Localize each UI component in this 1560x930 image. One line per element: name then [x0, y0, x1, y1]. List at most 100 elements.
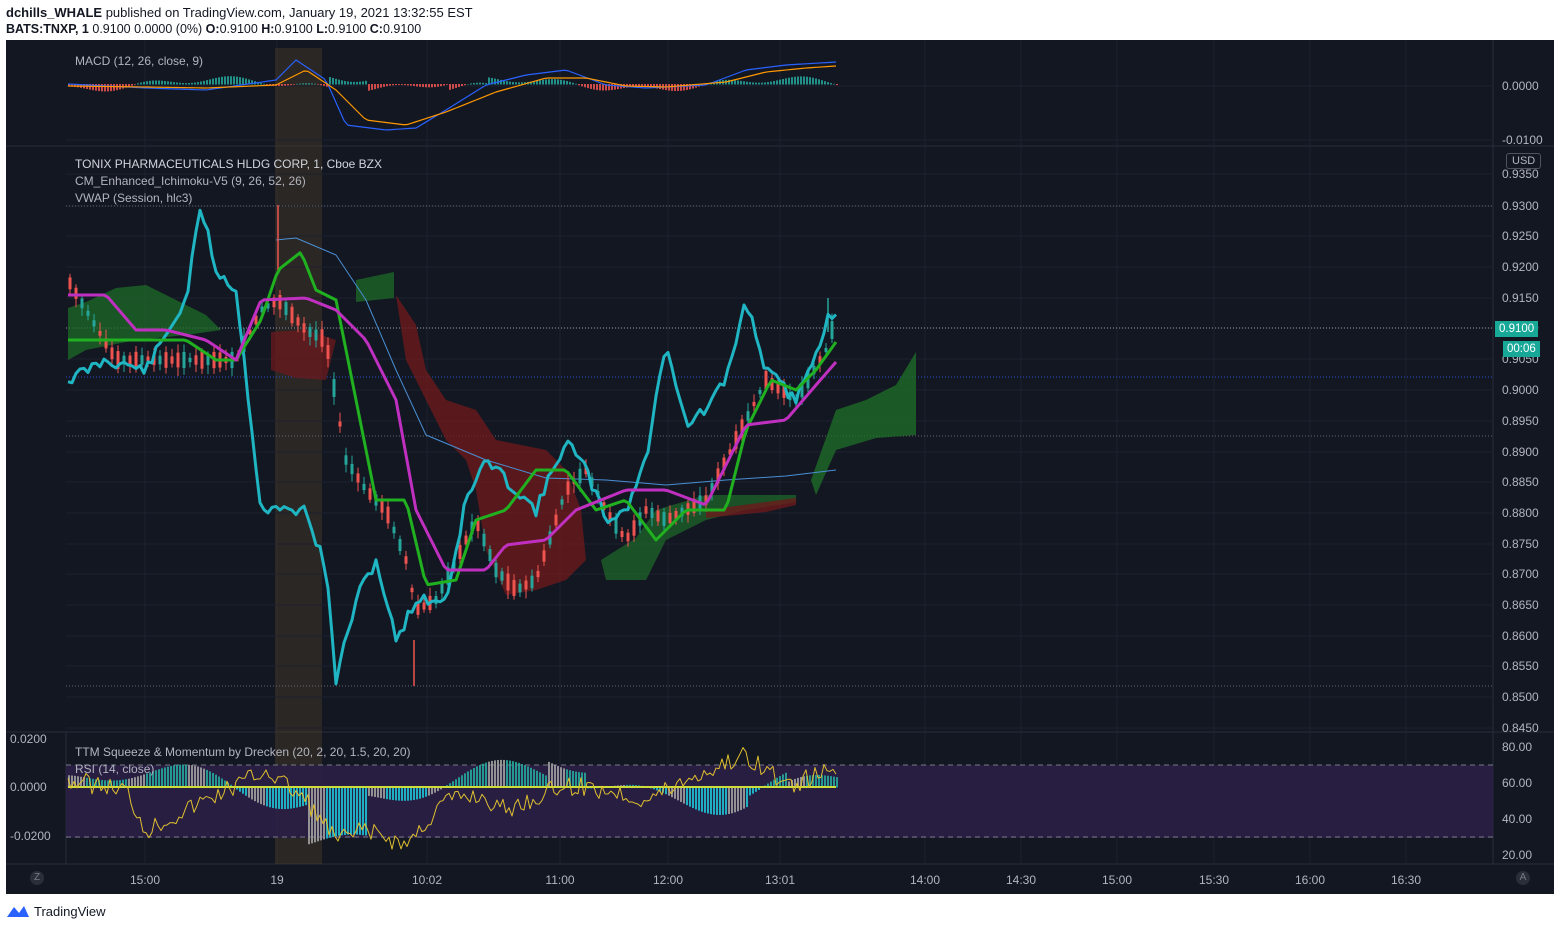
- squeeze-histogram-bar: [440, 787, 442, 790]
- macd-histogram-bar: [260, 82, 262, 85]
- squeeze-histogram-bar: [518, 762, 520, 788]
- squeeze-histogram-bar: [404, 787, 406, 801]
- macd-histogram-bar: [206, 80, 208, 85]
- ichimoku-legend[interactable]: CM_Enhanced_Ichimoku-V5 (9, 26, 52, 26): [75, 174, 306, 188]
- price-axis-label: 0.8600: [1502, 629, 1539, 643]
- ttm-squeeze-legend[interactable]: TTM Squeeze & Momentum by Drecken (20, 2…: [75, 745, 411, 759]
- macd-histogram-bar: [422, 84, 424, 88]
- macd-histogram-bar: [368, 84, 370, 91]
- squeeze-histogram-bar: [104, 780, 106, 788]
- macd-histogram-bar: [800, 76, 802, 85]
- squeeze-histogram-bar: [203, 768, 205, 788]
- macd-histogram-bar: [287, 84, 289, 86]
- macd-histogram-bar: [155, 80, 157, 85]
- time-label: 10:02: [412, 873, 442, 887]
- rsi-legend[interactable]: RSI (14, close): [75, 762, 155, 776]
- squeeze-histogram-bar: [245, 787, 247, 796]
- macd-histogram-bar: [293, 84, 295, 85]
- squeeze-histogram-bar: [323, 787, 325, 840]
- squeeze-histogram-bar: [452, 781, 454, 788]
- macd-histogram-bar: [158, 80, 160, 85]
- price-axis-label: 0.9300: [1502, 199, 1539, 213]
- time-label: 15:00: [130, 873, 160, 887]
- auto-scale-button[interactable]: A: [1516, 871, 1530, 885]
- cloud-red-2: [396, 295, 586, 595]
- macd-histogram-bar: [290, 84, 292, 86]
- author-name[interactable]: dchills_WHALE: [6, 5, 103, 20]
- squeeze-histogram-bar: [95, 779, 97, 788]
- time-label: 16:00: [1295, 873, 1325, 887]
- rsi-axis-label: 60.00: [1502, 776, 1532, 790]
- low-label: L:: [316, 22, 329, 36]
- squeeze-histogram-bar: [377, 787, 379, 798]
- macd-histogram-bar: [431, 84, 433, 88]
- macd-histogram-bar: [815, 78, 817, 85]
- squeeze-histogram-bar: [824, 775, 826, 788]
- squeeze-histogram-bar: [497, 760, 499, 788]
- time-label: 14:00: [910, 873, 940, 887]
- macd-histogram-bar: [506, 81, 508, 85]
- squeeze-histogram-bar: [554, 764, 556, 788]
- macd-histogram-bar: [821, 80, 823, 85]
- macd-histogram-bar: [557, 79, 559, 85]
- macd-histogram-bar: [95, 84, 97, 91]
- squeeze-histogram-bar: [719, 787, 721, 815]
- squeeze-histogram-bar: [395, 787, 397, 801]
- macd-histogram-bar: [572, 82, 574, 85]
- squeeze-histogram-bar: [713, 787, 715, 815]
- squeeze-histogram-bar: [788, 781, 790, 788]
- macd-histogram-bar: [407, 84, 409, 86]
- macd-histogram-bar: [737, 80, 739, 85]
- squeeze-histogram-bar: [269, 787, 271, 808]
- squeeze-histogram-bar: [812, 775, 814, 788]
- published-text: published on TradingView.com, January 19…: [105, 5, 473, 20]
- tradingview-brand[interactable]: TradingView: [34, 904, 106, 919]
- squeeze-histogram-bar: [500, 759, 502, 788]
- macd-histogram-bar: [320, 84, 322, 86]
- squeeze-histogram-bar: [722, 787, 724, 815]
- macd-histogram-bar: [797, 76, 799, 85]
- vwap-legend[interactable]: VWAP (Session, hlc3): [75, 191, 193, 205]
- squeeze-histogram-bar: [818, 775, 820, 788]
- squeeze-histogram-bar: [707, 787, 709, 814]
- chart-canvas[interactable]: 15:00 19 10:02 11:00 12:00 13:01 14:00 14:30 15:…: [6, 40, 1554, 894]
- macd-histogram-bar: [221, 76, 223, 85]
- squeeze-histogram-bar: [539, 772, 541, 788]
- squeeze-histogram-bar: [716, 787, 718, 815]
- macd-histogram-bar: [200, 81, 202, 85]
- macd-histogram-bar: [827, 82, 829, 85]
- squeeze-histogram-bar: [422, 787, 424, 798]
- macd-histogram-bar: [806, 76, 808, 85]
- macd-histogram-bar: [299, 83, 301, 85]
- squeeze-histogram-bar: [752, 787, 754, 794]
- squeeze-histogram-bar: [419, 787, 421, 799]
- squeeze-histogram-bar: [488, 761, 490, 788]
- macd-histogram-bar: [419, 84, 421, 87]
- zoom-toggle-button[interactable]: Z: [30, 871, 44, 885]
- squeeze-histogram-bar: [803, 776, 805, 788]
- macd-histogram-bar: [569, 81, 571, 85]
- squeeze-histogram-bar: [695, 787, 697, 810]
- macd-histogram-bar: [248, 79, 250, 85]
- macd-histogram-bar: [539, 80, 541, 85]
- macd-histogram-bar: [143, 81, 145, 85]
- macd-axis-label: -0.0100: [1502, 133, 1543, 147]
- last-price-badge: 0.9100: [1495, 321, 1539, 337]
- tradingview-logo-icon[interactable]: [6, 904, 30, 918]
- price-pane-title[interactable]: TONIX PHARMACEUTICALS HLDG CORP, 1, Cboe…: [75, 157, 382, 171]
- macd-histogram-bar: [191, 82, 193, 85]
- macd-histogram-bar: [455, 84, 457, 88]
- squeeze-histogram-bar: [569, 770, 571, 788]
- macd-histogram-bar: [425, 84, 427, 88]
- macd-histogram-bar: [503, 80, 505, 85]
- price-axis-label: 0.9350: [1502, 167, 1539, 181]
- chart-frame[interactable]: 15:00 19 10:02 11:00 12:00 13:01 14:00 14:30 15:…: [6, 40, 1554, 894]
- macd-histogram-bar: [578, 84, 580, 86]
- squeeze-histogram-bar: [365, 787, 367, 836]
- macd-histogram-bar: [482, 82, 484, 85]
- squeeze-histogram-bar: [335, 787, 337, 837]
- currency-button[interactable]: USD: [1506, 153, 1542, 169]
- macd-legend[interactable]: MACD (12, 26, close, 9): [75, 54, 204, 68]
- macd-histogram-bar: [824, 81, 826, 85]
- macd-histogram-bar: [104, 84, 106, 92]
